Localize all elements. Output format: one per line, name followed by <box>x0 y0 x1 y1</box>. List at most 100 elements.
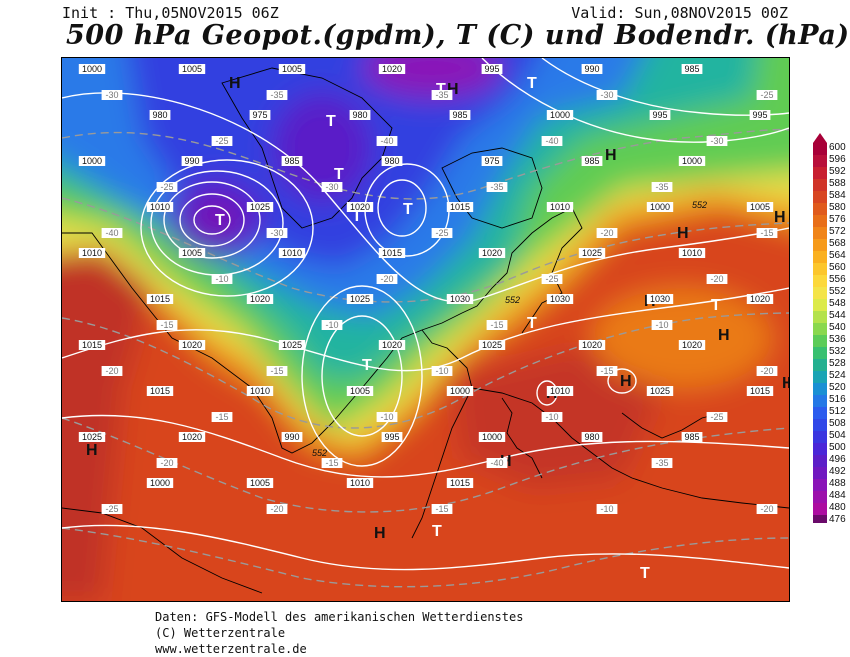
svg-text:980: 980 <box>352 110 367 120</box>
svg-text:-25: -25 <box>435 228 448 238</box>
svg-text:1020: 1020 <box>382 340 402 350</box>
scale-label: 488 <box>829 478 846 489</box>
isotherm-label: -35 <box>266 90 288 100</box>
svg-text:-10: -10 <box>380 412 393 422</box>
contour-552-label: 552 <box>692 200 707 210</box>
svg-text:-20: -20 <box>270 504 283 514</box>
svg-text:-15: -15 <box>435 504 448 514</box>
isobar-label: 995 <box>381 432 403 442</box>
svg-text:-40: -40 <box>105 228 118 238</box>
svg-text:1000: 1000 <box>450 386 470 396</box>
footer-website: www.wetterzentrale.de <box>155 642 307 656</box>
scale-label: 504 <box>829 430 846 441</box>
high-pressure-center: H <box>774 209 786 226</box>
low-pressure-center: T <box>334 166 344 183</box>
isobar-label: 1020 <box>346 202 374 212</box>
isotherm-label: -10 <box>431 366 453 376</box>
isobar-label: 1015 <box>446 202 474 212</box>
isobar-label: 1005 <box>746 202 774 212</box>
high-pressure-center: H <box>677 225 689 242</box>
high-pressure-center: H <box>374 525 386 542</box>
high-pressure-center: H <box>229 75 241 92</box>
scale-swatch <box>813 239 827 252</box>
svg-text:-15: -15 <box>325 458 338 468</box>
svg-text:1010: 1010 <box>550 386 570 396</box>
isotherm-label: -30 <box>321 182 343 192</box>
svg-text:-20: -20 <box>760 366 773 376</box>
svg-text:-15: -15 <box>215 412 228 422</box>
svg-text:-30: -30 <box>105 90 118 100</box>
isotherm-label: -15 <box>596 366 618 376</box>
scale-label: 516 <box>829 394 846 405</box>
isotherm-label: -10 <box>596 504 618 514</box>
isotherm-label: -25 <box>541 274 563 284</box>
low-pressure-center: T <box>403 201 413 218</box>
isobar-label: 1000 <box>478 432 506 442</box>
high-pressure-center: H <box>620 373 632 390</box>
isotherm-label: -10 <box>541 412 563 422</box>
scale-swatch <box>813 347 827 360</box>
isotherm-label: -15 <box>211 412 233 422</box>
scale-label: 548 <box>829 298 846 309</box>
isotherm-label: -20 <box>156 458 178 468</box>
isotherm-label: -35 <box>651 458 673 468</box>
isotherm-label: -20 <box>596 228 618 238</box>
isobar-label: 1010 <box>246 386 274 396</box>
isobar-label: 1020 <box>378 340 406 350</box>
scale-label: 556 <box>829 274 846 285</box>
footer-copyright: (C) Wetterzentrale <box>155 626 286 640</box>
svg-text:-40: -40 <box>545 136 558 146</box>
isobar-label: 995 <box>749 110 771 120</box>
svg-text:975: 975 <box>484 156 499 166</box>
isobar-label: 1000 <box>78 64 106 74</box>
isotherm-label: -15 <box>156 320 178 330</box>
scale-swatch <box>813 263 827 276</box>
scale-swatch <box>813 491 827 504</box>
isobar-label: 985 <box>449 110 471 120</box>
svg-text:990: 990 <box>284 432 299 442</box>
svg-text:-35: -35 <box>435 90 448 100</box>
scale-arrow-top <box>813 133 827 143</box>
svg-text:975: 975 <box>252 110 267 120</box>
high-pressure-center: H <box>86 442 98 459</box>
scale-label: 524 <box>829 370 846 381</box>
svg-text:980: 980 <box>384 156 399 166</box>
low-pressure-center: T <box>352 208 362 225</box>
isobar-label: 1010 <box>346 478 374 488</box>
isobar-label: 1015 <box>78 340 106 350</box>
svg-text:-10: -10 <box>325 320 338 330</box>
isotherm-label: -15 <box>321 458 343 468</box>
isotherm-label: -35 <box>651 182 673 192</box>
scale-swatch <box>813 359 827 372</box>
svg-text:-20: -20 <box>760 504 773 514</box>
isobar-label: 1020 <box>478 248 506 258</box>
scale-swatch <box>813 251 827 264</box>
svg-text:1020: 1020 <box>482 248 502 258</box>
svg-text:985: 985 <box>684 64 699 74</box>
svg-text:-20: -20 <box>160 458 173 468</box>
isotherm-label: -40 <box>376 136 398 146</box>
high-pressure-center: H <box>718 327 730 344</box>
isotherm-label: -40 <box>541 136 563 146</box>
isobar-label: 1025 <box>346 294 374 304</box>
isobar-label: 1010 <box>546 202 574 212</box>
scale-swatch <box>813 419 827 432</box>
scale-label: 484 <box>829 490 846 501</box>
svg-text:-10: -10 <box>545 412 558 422</box>
svg-text:1000: 1000 <box>650 202 670 212</box>
isobar-label: 1020 <box>178 432 206 442</box>
scale-swatch <box>813 443 827 456</box>
scale-swatch <box>813 503 827 516</box>
svg-text:1015: 1015 <box>150 294 170 304</box>
svg-text:-30: -30 <box>710 136 723 146</box>
low-pressure-center: T <box>326 113 336 130</box>
svg-text:1025: 1025 <box>582 248 602 258</box>
isotherm-label: -15 <box>756 228 778 238</box>
scale-label: 532 <box>829 346 846 357</box>
svg-text:1020: 1020 <box>350 202 370 212</box>
scale-label: 520 <box>829 382 846 393</box>
isobar-label: 1025 <box>646 386 674 396</box>
isobar-label: 1030 <box>446 294 474 304</box>
svg-text:1000: 1000 <box>82 64 102 74</box>
map-title: 500 hPa Geopot.(gpdm), T (C) und Bodendr… <box>66 20 850 51</box>
